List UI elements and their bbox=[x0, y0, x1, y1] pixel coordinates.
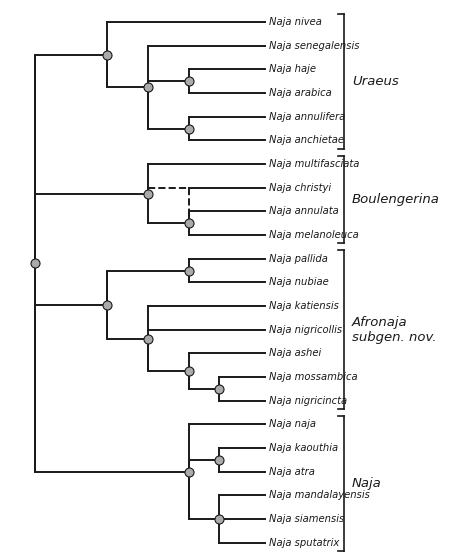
Text: Boulengerina: Boulengerina bbox=[352, 193, 440, 206]
Text: Naja christyi: Naja christyi bbox=[269, 183, 331, 193]
Text: Afronaja
subgen. nov.: Afronaja subgen. nov. bbox=[352, 316, 437, 344]
Text: Naja ashei: Naja ashei bbox=[269, 348, 321, 358]
Text: Naja pallida: Naja pallida bbox=[269, 254, 328, 264]
Text: Naja siamensis: Naja siamensis bbox=[269, 514, 344, 524]
Text: Naja multifasciata: Naja multifasciata bbox=[269, 159, 359, 169]
Text: Naja atra: Naja atra bbox=[269, 466, 315, 477]
Text: Naja: Naja bbox=[352, 477, 382, 490]
Text: Naja mossambica: Naja mossambica bbox=[269, 372, 357, 382]
Text: Naja sputatrix: Naja sputatrix bbox=[269, 538, 339, 548]
Text: Uraeus: Uraeus bbox=[352, 75, 399, 88]
Text: Naja nigricollis: Naja nigricollis bbox=[269, 325, 342, 335]
Text: Naja melanoleuca: Naja melanoleuca bbox=[269, 230, 358, 240]
Text: Naja nigricincta: Naja nigricincta bbox=[269, 396, 347, 405]
Text: Naja anchietae: Naja anchietae bbox=[269, 136, 344, 146]
Text: Naja nivea: Naja nivea bbox=[269, 17, 321, 27]
Text: Naja naja: Naja naja bbox=[269, 419, 316, 430]
Text: Naja haje: Naja haje bbox=[269, 64, 316, 74]
Text: Naja nubiae: Naja nubiae bbox=[269, 277, 328, 287]
Text: Naja annulifera: Naja annulifera bbox=[269, 112, 345, 122]
Text: Naja katiensis: Naja katiensis bbox=[269, 301, 338, 311]
Text: Naja kaouthia: Naja kaouthia bbox=[269, 443, 338, 453]
Text: Naja senegalensis: Naja senegalensis bbox=[269, 41, 359, 51]
Text: Naja arabica: Naja arabica bbox=[269, 88, 331, 98]
Text: Naja mandalayensis: Naja mandalayensis bbox=[269, 490, 370, 500]
Text: Naja annulata: Naja annulata bbox=[269, 207, 338, 216]
